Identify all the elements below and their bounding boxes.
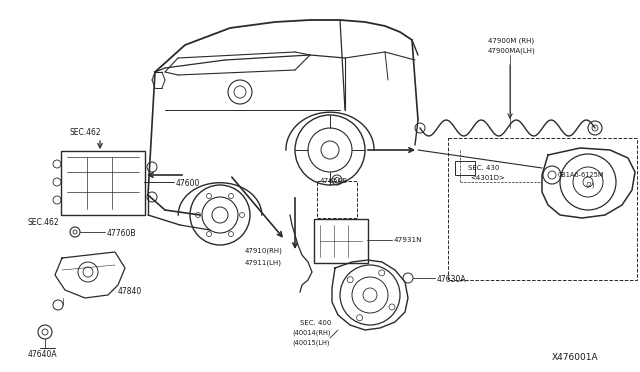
Text: 47630A: 47630A [437,275,467,284]
Text: 47640A: 47640A [28,350,58,359]
Text: (40014(RH): (40014(RH) [292,330,330,337]
Text: 47760B: 47760B [107,229,136,238]
Text: 47900MA(LH): 47900MA(LH) [488,48,536,55]
Text: SEC.462: SEC.462 [70,128,102,137]
Text: SEC. 430: SEC. 430 [468,165,499,171]
Text: 47600: 47600 [176,179,200,188]
Text: X476001A: X476001A [552,353,598,362]
Text: 47840: 47840 [118,287,142,296]
Text: SEC. 400: SEC. 400 [300,320,332,326]
Text: 47910(RH): 47910(RH) [245,248,283,254]
Text: SEC.462: SEC.462 [28,218,60,227]
Text: <4301D>: <4301D> [470,175,505,181]
Text: 47650B: 47650B [320,178,348,184]
Text: (2): (2) [585,182,595,189]
Text: (40015(LH): (40015(LH) [292,340,330,346]
Text: 47900M (RH): 47900M (RH) [488,38,534,45]
Text: 47911(LH): 47911(LH) [245,259,282,266]
Text: 47931N: 47931N [394,237,422,243]
Text: 0B1A6-6125M: 0B1A6-6125M [558,172,605,178]
